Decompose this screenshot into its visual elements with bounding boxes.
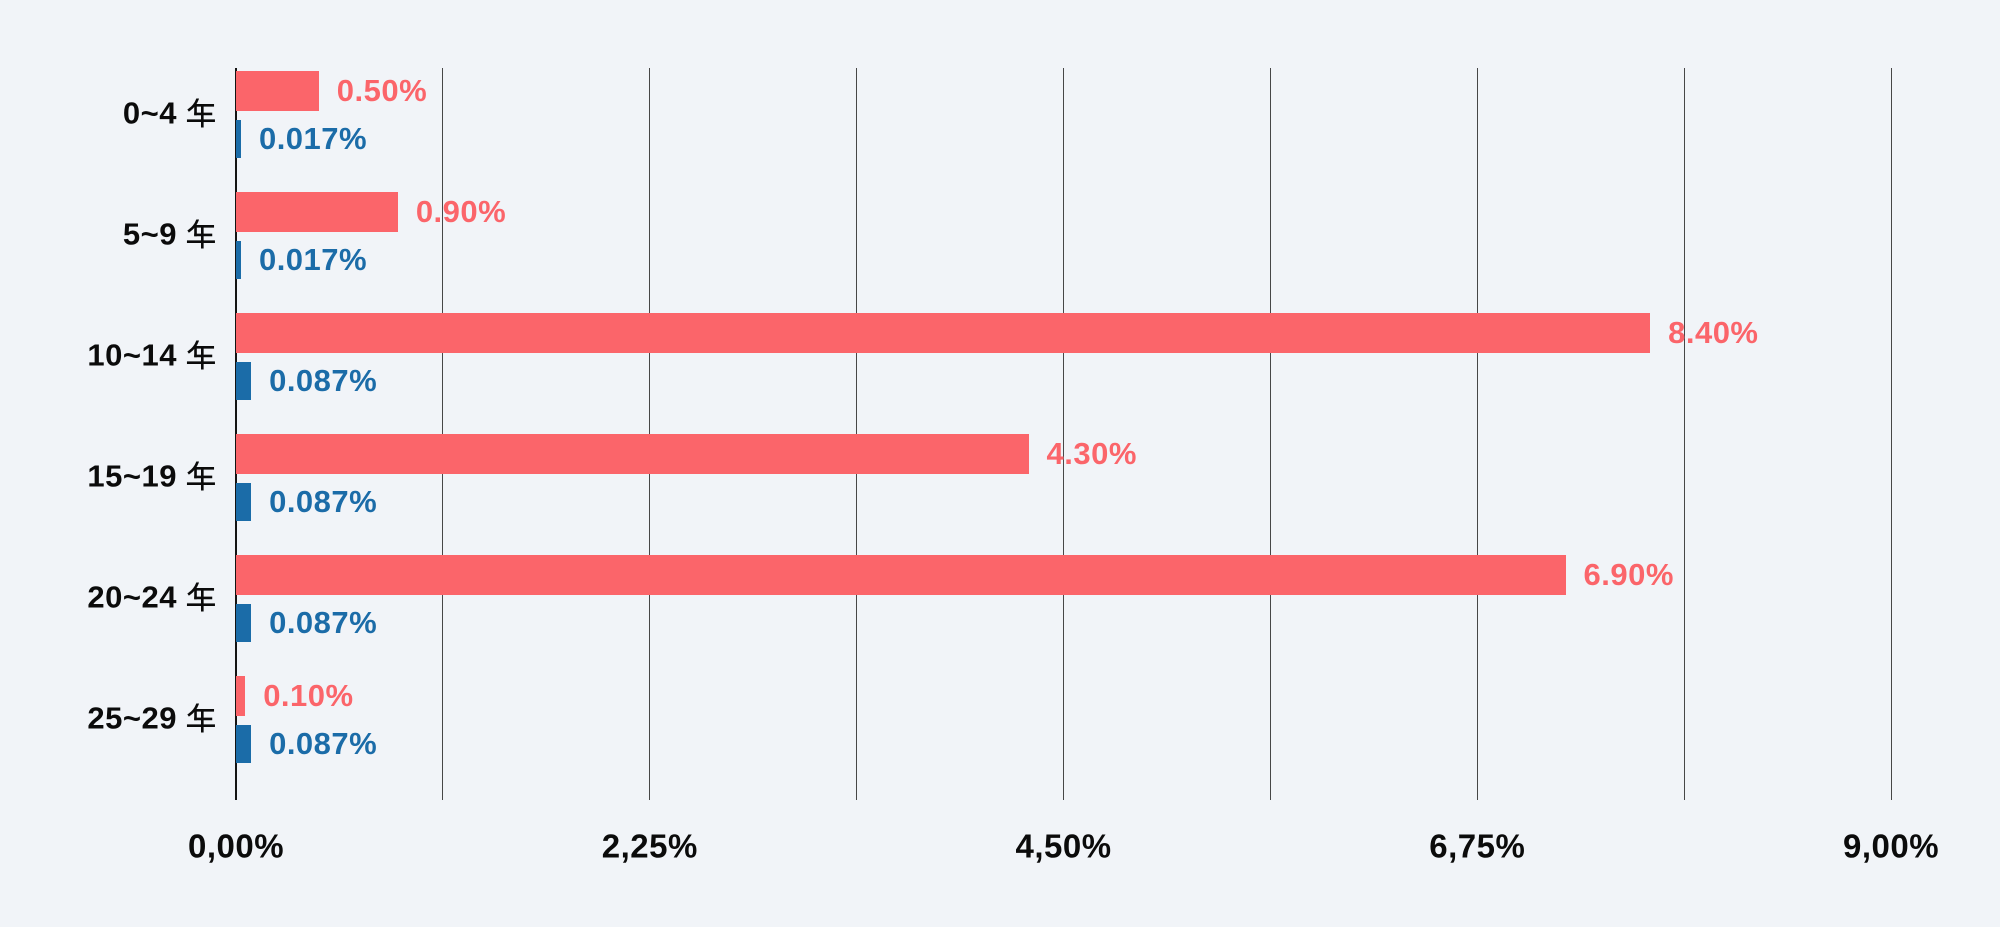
- bar-blue: [236, 604, 252, 642]
- category-label: 25~29: [87, 703, 215, 734]
- category-label-text: 0~4: [122, 95, 177, 131]
- bar-blue: [236, 241, 241, 279]
- bar-blue: [236, 725, 252, 763]
- x-gridline: [1683, 68, 1685, 800]
- year-kanji-icon: [186, 340, 215, 370]
- bar-red: [236, 71, 319, 111]
- bar-red: [236, 676, 246, 716]
- category-label-text: 20~24: [87, 579, 177, 615]
- year-kanji-icon: [186, 703, 215, 733]
- x-tick-label: 0,00%: [187, 827, 285, 865]
- bar-blue: [236, 362, 252, 400]
- bar-label-red: 4.30%: [1046, 435, 1137, 471]
- x-gridline: [1063, 68, 1064, 800]
- bar-red: [236, 192, 398, 232]
- bar-label-blue: 0.017%: [258, 120, 368, 156]
- category-label-text: 10~14: [87, 337, 177, 373]
- bar-label-blue: 0.017%: [258, 241, 368, 277]
- year-kanji-icon: [186, 98, 215, 128]
- category-label-text: 5~9: [122, 216, 177, 252]
- bar-label-blue: 0.087%: [269, 604, 378, 640]
- x-tick-label: 6,75%: [1429, 827, 1526, 865]
- x-gridline: [1890, 68, 1892, 800]
- category-label: 5~9: [123, 219, 215, 250]
- bar-red: [236, 313, 1651, 353]
- category-label-text: 15~19: [87, 458, 177, 494]
- x-tick-label: 4,50%: [1015, 827, 1112, 865]
- x-tick-label: 9,00%: [1842, 827, 1940, 865]
- bar-label-red: 0.90%: [415, 193, 507, 229]
- bar-blue: [236, 120, 241, 158]
- category-label-text: 25~29: [87, 700, 177, 736]
- bar-red: [236, 555, 1566, 595]
- category-label: 10~14: [87, 340, 215, 371]
- category-label: 20~24: [87, 582, 215, 613]
- year-kanji-icon: [186, 219, 215, 249]
- bar-label-red: 8.40%: [1668, 314, 1759, 350]
- bar-label-red: 6.90%: [1583, 556, 1674, 592]
- x-gridline: [1269, 68, 1271, 800]
- year-kanji-icon: [186, 582, 215, 612]
- bar-blue: [236, 483, 252, 521]
- bar-red: [236, 434, 1029, 474]
- x-tick-label: 2,25%: [601, 827, 698, 865]
- bar-label-blue: 0.087%: [269, 725, 378, 761]
- category-label: 15~19: [87, 461, 215, 492]
- bar-label-blue: 0.087%: [269, 362, 378, 398]
- bar-label-blue: 0.087%: [269, 483, 378, 519]
- year-kanji-icon: [186, 461, 215, 491]
- category-label: 0~4: [123, 98, 215, 129]
- bar-label-red: 0.50%: [336, 72, 428, 108]
- x-gridline: [1476, 68, 1478, 800]
- bar-label-red: 0.10%: [263, 677, 354, 713]
